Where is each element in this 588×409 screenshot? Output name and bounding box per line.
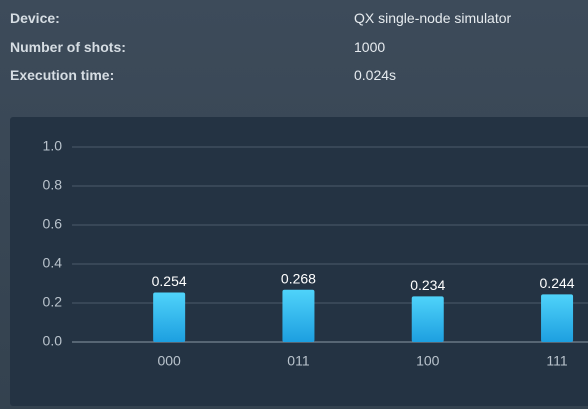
chart-panel [10, 117, 588, 406]
value-label: 0.244 [540, 275, 575, 291]
info-value: QX single-node simulator [354, 10, 512, 26]
value-label: 0.268 [281, 270, 316, 286]
bar [282, 289, 315, 342]
info-label: Execution time: [10, 67, 115, 83]
info-label: Number of shots: [10, 39, 126, 55]
info-value: 0.024s [354, 67, 397, 83]
x-tick-label: 100 [416, 353, 440, 369]
x-tick-label: 011 [287, 353, 310, 369]
value-label: 0.254 [152, 273, 187, 289]
bar [153, 292, 186, 342]
x-tick-label: 111 [546, 353, 567, 369]
bar [411, 296, 444, 342]
y-tick-label: 0.4 [43, 255, 63, 271]
info-label: Device: [10, 10, 60, 26]
y-tick-label: 1.0 [43, 138, 63, 154]
value-label: 0.234 [410, 277, 445, 293]
y-tick-label: 0.8 [43, 177, 63, 193]
y-tick-label: 0.2 [43, 294, 63, 310]
bar [541, 294, 574, 342]
info-value: 1000 [354, 39, 386, 55]
x-tick-label: 000 [157, 353, 181, 369]
y-tick-label: 0.6 [43, 216, 63, 232]
y-tick-label: 0.0 [43, 333, 63, 349]
